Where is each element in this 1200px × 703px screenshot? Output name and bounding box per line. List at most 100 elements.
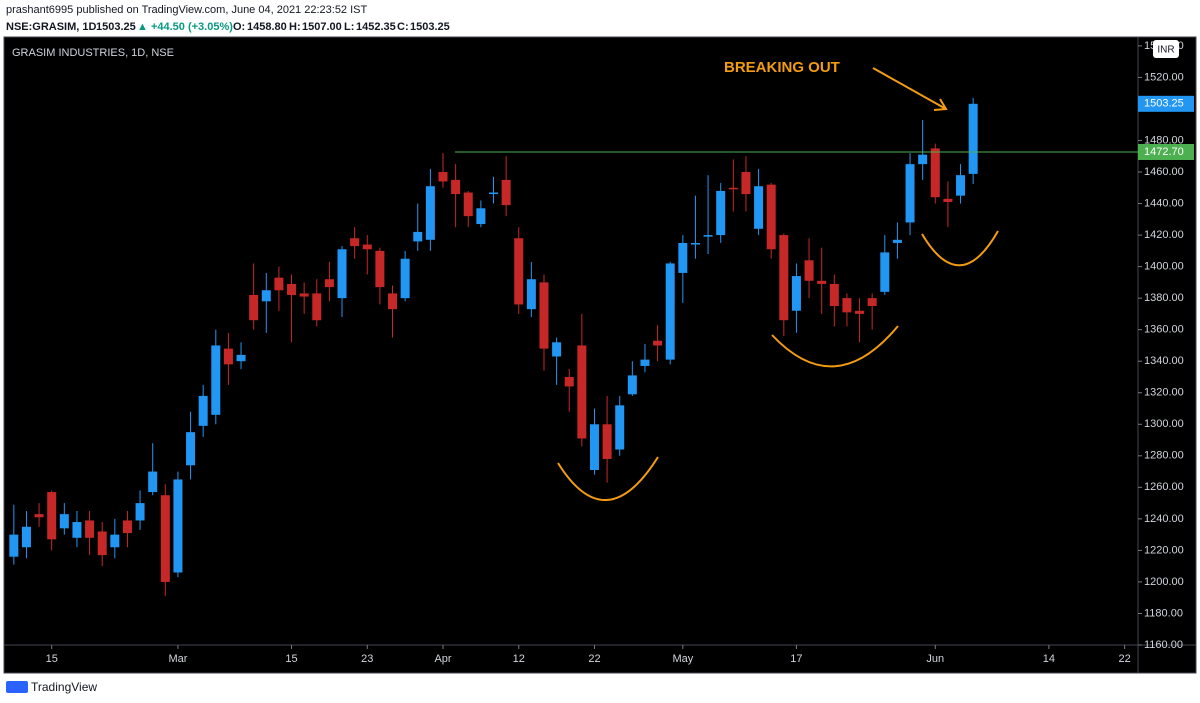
candle-body xyxy=(476,208,486,225)
candle-body xyxy=(564,376,574,387)
c-label: C: xyxy=(397,21,409,33)
candle-body xyxy=(791,276,801,311)
footer-brand: TradingView xyxy=(31,680,97,694)
candle-body xyxy=(653,340,663,346)
l: 1452.35 xyxy=(356,21,396,33)
candle-body xyxy=(716,190,726,236)
candle-body xyxy=(804,260,814,281)
x-tick-label: Jun xyxy=(926,653,944,665)
candle-body xyxy=(425,186,435,240)
x-tick-label: Apr xyxy=(434,653,451,665)
candle-body xyxy=(640,359,650,366)
x-tick-label: 23 xyxy=(361,653,373,665)
y-tick-label: 1240.00 xyxy=(1144,513,1184,525)
candle-body xyxy=(59,514,69,529)
candle-body xyxy=(173,479,183,573)
y-tick-label: 1380.00 xyxy=(1144,292,1184,304)
candle-body xyxy=(552,342,562,357)
publisher: prashant6995 published on TradingView.co… xyxy=(6,4,368,16)
candle-body xyxy=(451,179,461,195)
candle-body xyxy=(21,526,31,548)
y-tick-label: 1480.00 xyxy=(1144,134,1184,146)
candle-body xyxy=(400,258,410,299)
l-label: L: xyxy=(344,21,354,33)
candle-body xyxy=(817,280,827,284)
candle-body xyxy=(703,235,713,237)
arc xyxy=(921,230,999,267)
candle-body xyxy=(122,520,132,534)
candle-body xyxy=(148,471,158,493)
candle-body xyxy=(514,238,524,305)
y-tick-label: 1340.00 xyxy=(1144,355,1184,367)
candle-body xyxy=(943,198,953,202)
candle-body xyxy=(690,242,700,245)
candle-body xyxy=(665,263,675,360)
candle-body xyxy=(766,184,776,250)
candle-body xyxy=(249,294,259,321)
plot xyxy=(9,97,1138,597)
candle-body xyxy=(880,252,890,292)
candle-body xyxy=(892,239,902,243)
candle-body xyxy=(97,531,107,556)
candle-body xyxy=(324,279,334,288)
candle-body xyxy=(539,282,549,349)
candle-body xyxy=(287,283,297,295)
h: 1507.00 xyxy=(302,21,342,33)
x-tick-label: 22 xyxy=(1118,653,1130,665)
candle-body xyxy=(526,279,536,310)
x-tick-label: 15 xyxy=(285,653,297,665)
y-tick-label: 1220.00 xyxy=(1144,544,1184,556)
y-tick-label: 1160.00 xyxy=(1144,639,1183,651)
y-tick-label: 1200.00 xyxy=(1144,576,1184,588)
candle-body xyxy=(602,424,612,459)
o: 1458.80 xyxy=(247,21,287,33)
drawings xyxy=(557,67,999,501)
candle-body xyxy=(362,244,372,250)
candle-body xyxy=(375,250,385,288)
candle-body xyxy=(413,231,423,242)
candle-body xyxy=(85,520,95,538)
price-line-label: 1472.70 xyxy=(1144,146,1184,158)
candle-body xyxy=(135,503,145,521)
x-tick-label: Mar xyxy=(168,653,187,665)
y-tick-label: 1400.00 xyxy=(1144,261,1184,273)
y-tick-label: 1260.00 xyxy=(1144,481,1184,493)
candle-body xyxy=(438,172,448,182)
annotation: BREAKING OUT xyxy=(724,59,840,76)
y-tick-label: 1420.00 xyxy=(1144,229,1184,241)
candle-body xyxy=(72,522,82,538)
candle-body xyxy=(741,172,751,195)
candle-body xyxy=(312,293,322,321)
candle-body xyxy=(956,175,966,196)
candle-body xyxy=(918,154,928,165)
x-tick-label: 15 xyxy=(46,653,58,665)
candle-body xyxy=(930,148,940,198)
h-label: H: xyxy=(289,21,301,33)
y-tick-label: 1440.00 xyxy=(1144,197,1184,209)
axes: 1160.00 1180.00 1200.00 1220.00 1240.00 1260.… xyxy=(46,40,1194,665)
candle-body xyxy=(261,290,271,302)
candle-body xyxy=(867,298,877,307)
chart-panel xyxy=(3,36,1197,674)
y-tick-label: 1280.00 xyxy=(1144,450,1184,462)
x-tick-label: 17 xyxy=(790,653,802,665)
candle-body xyxy=(829,283,839,307)
candle-body xyxy=(855,310,865,314)
last-price-label: 1503.25 xyxy=(1144,98,1184,110)
candle-body xyxy=(577,345,587,439)
last-price-tag xyxy=(1138,95,1194,112)
candle-body xyxy=(615,405,625,450)
ohlc-header: NSE:GRASIM, 1D 1503.25 ▲ +44.50 (+3.05%)… xyxy=(6,21,450,33)
candle-body xyxy=(589,424,599,470)
candle-body xyxy=(627,375,637,395)
candle-body xyxy=(299,293,309,297)
candle-body xyxy=(728,187,738,190)
currency: INR xyxy=(1157,45,1174,56)
x-tick-label: May xyxy=(672,653,693,665)
candle-body xyxy=(211,345,221,415)
candle-body xyxy=(968,103,978,174)
logo xyxy=(6,681,28,693)
change: ▲ +44.50 (+3.05%) xyxy=(137,21,233,33)
candle-body xyxy=(34,514,44,518)
